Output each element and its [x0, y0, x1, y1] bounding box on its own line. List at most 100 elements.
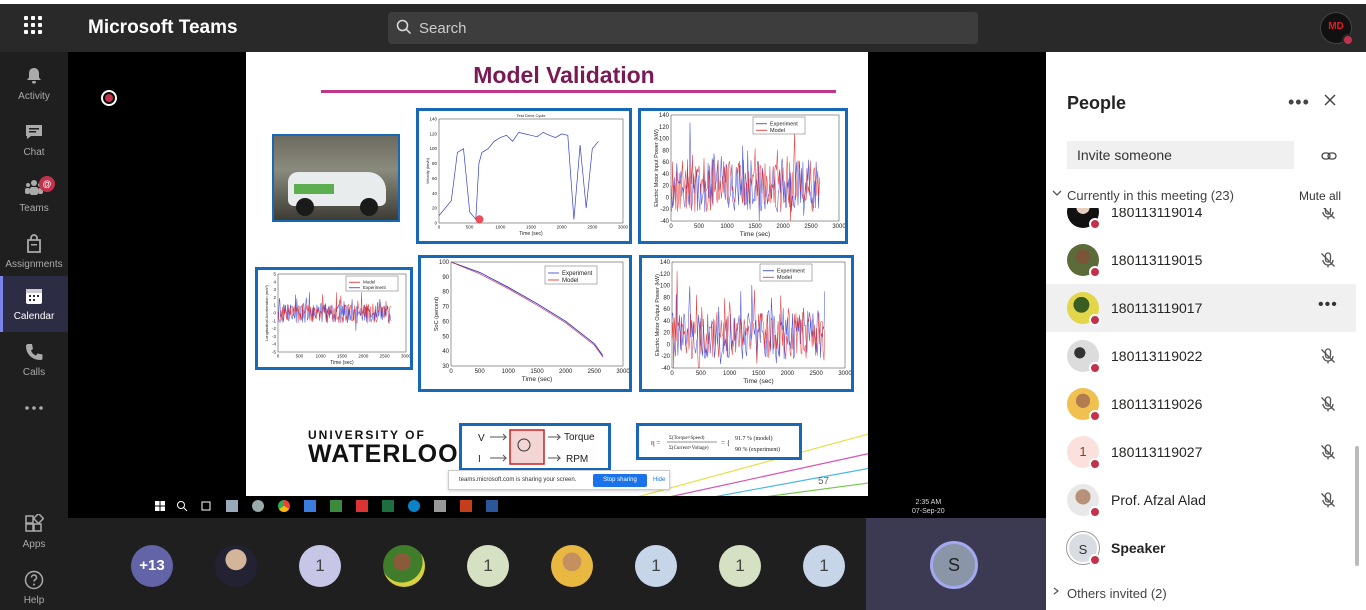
y-tick-label: 100: [660, 284, 671, 290]
chart-drive-cycle-svg: 0 500 1000 1500 2000 2500 3000 0 20 40 60 80 100 120 1…: [425, 113, 628, 237]
y-tick-label: 30: [442, 364, 449, 370]
y-tick-label: 80: [432, 161, 438, 166]
y-tick-label: 60: [662, 160, 669, 166]
svg-text:= {: = {: [721, 439, 730, 447]
participant-tile[interactable]: 1: [299, 545, 341, 587]
self-video-tile[interactable]: S: [866, 518, 1046, 610]
participant-row[interactable]: 1 180113119027: [1046, 428, 1356, 476]
svg-text:Σ(Current×Voltage): Σ(Current×Voltage): [669, 446, 709, 451]
rail-item-calendar[interactable]: Calendar: [0, 276, 68, 332]
share-notice-text: teams.microsoft.com is sharing your scre…: [459, 477, 577, 483]
rail-item-activity[interactable]: Activity: [0, 56, 68, 112]
rail-item-apps[interactable]: Apps: [0, 504, 68, 560]
rail-item-assignments[interactable]: Assignments: [0, 224, 68, 280]
self-avatar: S: [930, 541, 978, 589]
invite-someone-input[interactable]: [1067, 141, 1294, 169]
motor-diagram: V I Torque RPM: [459, 423, 611, 471]
participant-photo-tile[interactable]: [215, 545, 257, 587]
legend-label: Experiment: [363, 285, 387, 290]
help-icon: [24, 570, 44, 590]
participant-tile[interactable]: 1: [467, 545, 509, 587]
rail-item-calls[interactable]: Calls: [0, 332, 68, 388]
participant-gallery: +13 1 1 1 1 1 S: [68, 518, 1046, 610]
participant-row[interactable]: 180113119014: [1046, 208, 1356, 236]
rail-item-teams[interactable]: @ Teams: [0, 168, 68, 224]
chevron-right-icon: [1053, 587, 1059, 595]
x-axis-label: Time (sec): [519, 231, 543, 237]
participant-row[interactable]: S Speaker: [1046, 524, 1356, 572]
participant-row[interactable]: Prof. Afzal Alad: [1046, 476, 1356, 524]
taskbar-app-icon: [434, 500, 446, 512]
mic-muted-icon[interactable]: [1319, 491, 1337, 509]
participant-photo-tile[interactable]: [383, 545, 425, 587]
x-tick-label: 2500: [809, 371, 823, 377]
participant-tile[interactable]: 1: [803, 545, 845, 587]
mic-muted-icon[interactable]: [1319, 443, 1337, 461]
participant-row[interactable]: 180113119026: [1046, 380, 1356, 428]
app-rail: Activity Chat @ Teams Assignments Calend…: [0, 52, 68, 610]
x-tick-label: 0: [669, 224, 673, 230]
y-tick-label: -3: [272, 334, 276, 339]
taskbar-app-icon: [330, 500, 342, 512]
participant-row[interactable]: 180113119022: [1046, 332, 1356, 380]
legend-box: [759, 263, 813, 282]
shared-screen-stage: Model Validation 0 500 1000 1500 2000 2500 300…: [68, 52, 1046, 518]
mic-muted-icon[interactable]: [1319, 251, 1337, 269]
legend-label: Model: [562, 278, 578, 284]
chart-output-power: 0 500 1000 1500 2000 2500 3000 -40 -20 0 20 40 60 80 1…: [639, 255, 854, 392]
hide-button[interactable]: Hide: [653, 477, 666, 483]
profile-avatar[interactable]: MD: [1320, 12, 1354, 46]
y-tick-label: 60: [663, 307, 670, 313]
presence-busy-icon: [1089, 554, 1101, 566]
more-participants-tile[interactable]: +13: [131, 545, 173, 587]
calendar-icon: [26, 289, 42, 304]
copy-link-icon[interactable]: [1321, 148, 1337, 164]
clock-date: 07-Sep-20: [912, 508, 945, 515]
in-meeting-section-header[interactable]: Currently in this meeting (23) Mute all: [1052, 186, 1362, 206]
y-tick-label: 140: [429, 117, 437, 122]
x-tick-label: 2500: [588, 369, 602, 375]
windows-start-icon: [155, 501, 165, 511]
participant-row[interactable]: 180113119015: [1046, 236, 1356, 284]
mic-muted-icon[interactable]: [1319, 208, 1337, 221]
slide-number: 57: [818, 476, 830, 487]
series-line: [450, 261, 604, 356]
excel-icon: [382, 500, 394, 512]
y-tick-label: 0: [667, 342, 671, 348]
participant-tile[interactable]: 1: [719, 545, 761, 587]
more-horizontal-icon: [25, 406, 43, 410]
search-input[interactable]: Search: [419, 20, 467, 37]
rail-item-help[interactable]: Help: [0, 560, 68, 610]
mic-muted-icon[interactable]: [1319, 347, 1337, 365]
x-tick-label: 2000: [557, 225, 568, 230]
search-box[interactable]: Search: [388, 12, 978, 44]
mute-all-button[interactable]: Mute all: [1299, 189, 1342, 203]
bell-icon: [27, 68, 41, 84]
y-tick-label: 140: [659, 113, 670, 119]
stop-sharing-button[interactable]: Stop sharing: [593, 474, 647, 487]
rail-more-button[interactable]: [0, 388, 68, 444]
participant-tile[interactable]: 1: [635, 545, 677, 587]
rail-label: Help: [23, 595, 45, 606]
slide-title: Model Validation: [473, 62, 655, 88]
participant-more-options-button[interactable]: •••: [1318, 296, 1338, 313]
app-launcher-icon[interactable]: [24, 16, 44, 36]
presence-busy-icon: [1089, 314, 1101, 326]
rail-item-chat[interactable]: Chat: [0, 112, 68, 168]
close-icon[interactable]: [1322, 92, 1338, 108]
y-tick-label: 4: [273, 279, 276, 284]
chart-drive-cycle: 0 500 1000 1500 2000 2500 3000 0 20 40 60 80 100 120 1…: [416, 108, 632, 244]
series-line: [438, 131, 599, 221]
y-tick-label: 5: [273, 272, 276, 277]
task-view-icon: [201, 501, 211, 511]
people-more-options-button[interactable]: •••: [1288, 92, 1310, 112]
participant-photo-tile[interactable]: [551, 545, 593, 587]
taskbar-app-icon: [226, 500, 238, 512]
participant-list-scrollbar[interactable]: [1355, 446, 1359, 566]
mic-muted-icon[interactable]: [1319, 395, 1337, 413]
participant-row[interactable]: 180113119017 •••: [1046, 284, 1356, 332]
acrobat-icon: [356, 500, 368, 512]
